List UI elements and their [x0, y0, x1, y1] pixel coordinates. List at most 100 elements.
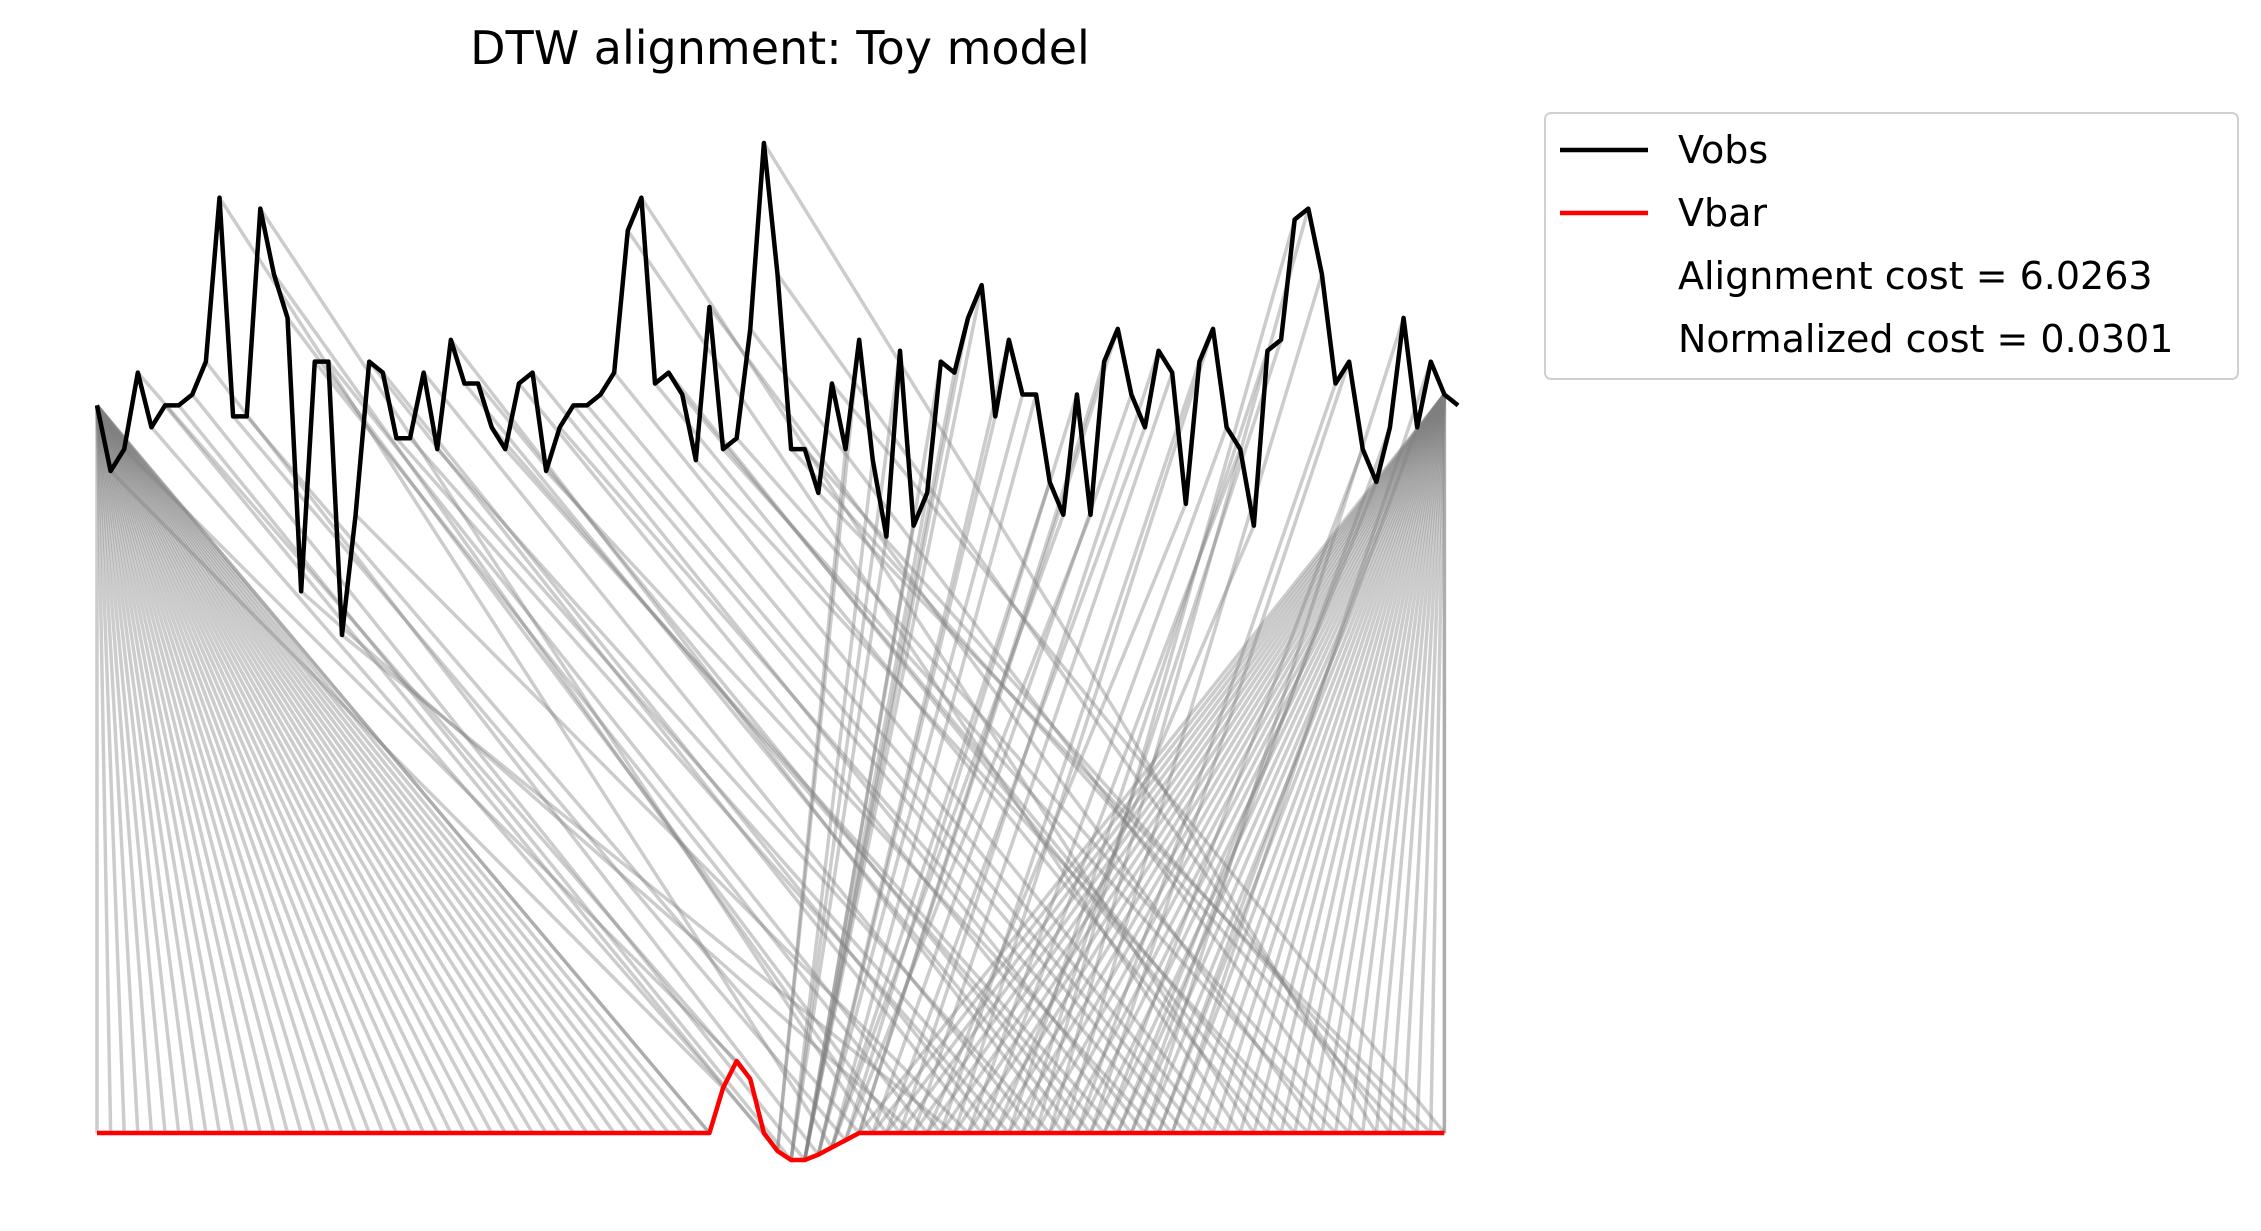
- alignment-line: [163, 404, 779, 1153]
- alignment-line-right-fan: [993, 393, 1446, 1134]
- alignment-line: [558, 426, 1174, 1135]
- alignment-line-left-fan: [95, 404, 290, 1134]
- alignment-line: [939, 361, 1202, 1134]
- alignment-line: [639, 196, 1256, 1134]
- alignment-line: [599, 393, 1215, 1135]
- alignment-line: [789, 447, 1405, 1135]
- alignment-line: [803, 317, 970, 1161]
- alignment-line: [1143, 317, 1406, 1134]
- alignment-line: [435, 447, 1052, 1135]
- alignment-line-left-fan: [95, 404, 439, 1134]
- alignment-line-left-fan: [95, 404, 371, 1134]
- alignment-line: [585, 404, 1201, 1135]
- alignment-line-right-fan: [980, 393, 1446, 1134]
- alignment-line-left-fan: [95, 404, 412, 1134]
- alignment-line-left-fan: [95, 405, 154, 1134]
- alignment-line: [789, 350, 902, 1161]
- alignment-line-left-fan: [95, 405, 263, 1134]
- alignment-line: [109, 469, 725, 1090]
- alignment-line-right-fan: [1388, 394, 1447, 1134]
- alignment-line-right-fan: [1415, 394, 1447, 1134]
- alignment-line: [258, 207, 875, 1134]
- alignment-line: [490, 426, 1106, 1135]
- alignment-line-right-fan: [898, 393, 1446, 1135]
- alignment-line: [776, 273, 1392, 1135]
- alignment-line: [367, 360, 984, 1135]
- alignment-line: [422, 371, 1038, 1135]
- alignment-line-right-fan: [1238, 394, 1447, 1134]
- alignment-line-right-fan: [1075, 393, 1446, 1134]
- alignment-line: [721, 447, 1337, 1135]
- alignment-line-right-fan: [1102, 393, 1446, 1134]
- alignment-line: [1156, 426, 1419, 1134]
- alignment-line: [395, 437, 1011, 1135]
- alignment-line-right-fan: [1333, 394, 1447, 1134]
- series-line-vobs: [94, 140, 1460, 638]
- alignment-line: [299, 589, 915, 1135]
- alignment-line-left-fan: [95, 404, 385, 1134]
- alignment-line: [1020, 339, 1283, 1134]
- legend-items: Vobs Vbar Alignment cost = 6.0263 Normalize…: [1560, 128, 2173, 361]
- series-layer: [94, 140, 1460, 1163]
- alignment-line-left-fan: [95, 404, 399, 1134]
- alignment-line: [871, 393, 1134, 1134]
- alignment-line-left-fan: [95, 404, 303, 1134]
- alignment-line: [980, 448, 1242, 1134]
- alignment-line-right-fan: [925, 393, 1446, 1135]
- alignment-line: [463, 382, 1079, 1135]
- alignment-line-left-fan: [95, 404, 548, 1134]
- alignment-line-left-fan: [95, 404, 657, 1135]
- series-line-vbar: [97, 1058, 1445, 1163]
- legend-label: Normalized cost = 0.0301: [1678, 317, 2173, 361]
- alignment-line-left-fan: [95, 404, 603, 1134]
- alignment-line: [911, 372, 1174, 1134]
- alignment-line-right-fan: [912, 393, 1446, 1135]
- alignment-line-right-fan: [884, 393, 1446, 1135]
- alignment-line: [572, 404, 1188, 1135]
- alignment-line-right-fan: [1347, 394, 1447, 1134]
- alignment-line: [667, 371, 1283, 1135]
- alignment-line-left-fan: [95, 404, 494, 1134]
- alignment-line: [340, 633, 956, 1135]
- alignment-line: [1061, 273, 1324, 1134]
- alignment-line: [653, 382, 1269, 1135]
- alignment-line-left-fan: [95, 404, 344, 1134]
- alignment-line-right-fan: [939, 393, 1446, 1134]
- alignment-line: [449, 338, 1065, 1135]
- alignment-line: [830, 481, 1052, 1148]
- alignment-line-right-fan: [952, 393, 1446, 1134]
- alignment-line: [803, 284, 984, 1161]
- alignment-line: [1088, 361, 1351, 1134]
- alignment-line-right-fan: [1401, 394, 1447, 1134]
- alignment-line-right-fan: [1048, 393, 1446, 1134]
- alignment-line-left-fan: [95, 404, 589, 1134]
- alignment-line-right-fan: [1224, 393, 1447, 1134]
- alignment-line-right-fan: [1265, 394, 1447, 1134]
- alignment-line-left-fan: [95, 404, 521, 1134]
- alignment-line: [1170, 361, 1433, 1134]
- alignment-line: [517, 382, 1133, 1135]
- alignment-line: [503, 447, 1120, 1135]
- chart-title: DTW alignment: Toy model: [470, 21, 1090, 75]
- alignment-line-right-fan: [1279, 394, 1447, 1134]
- alignment-line: [381, 371, 997, 1135]
- alignment-line: [177, 404, 793, 1162]
- alignment-line-left-fan: [95, 405, 181, 1134]
- alignment-line-left-fan: [95, 404, 317, 1134]
- alignment-line-left-fan: [95, 404, 453, 1134]
- alignment-line: [803, 372, 957, 1161]
- alignment-line: [735, 437, 1351, 1135]
- alignment-line: [218, 196, 834, 1149]
- alignment-line: [326, 360, 943, 1135]
- alignment-line: [612, 371, 1228, 1135]
- alignment-line: [816, 339, 1011, 1155]
- alignment-line-left-fan: [95, 404, 562, 1134]
- alignment-line-right-fan: [1320, 394, 1447, 1134]
- alignment-line-left-fan: [95, 404, 643, 1135]
- alignment-line: [476, 382, 1092, 1135]
- alignment-lines: [95, 142, 1447, 1162]
- alignment-line: [816, 394, 1025, 1156]
- alignment-line: [272, 273, 888, 1135]
- alignment-line-right-fan: [1292, 394, 1447, 1134]
- alignment-line-right-fan: [1034, 393, 1446, 1134]
